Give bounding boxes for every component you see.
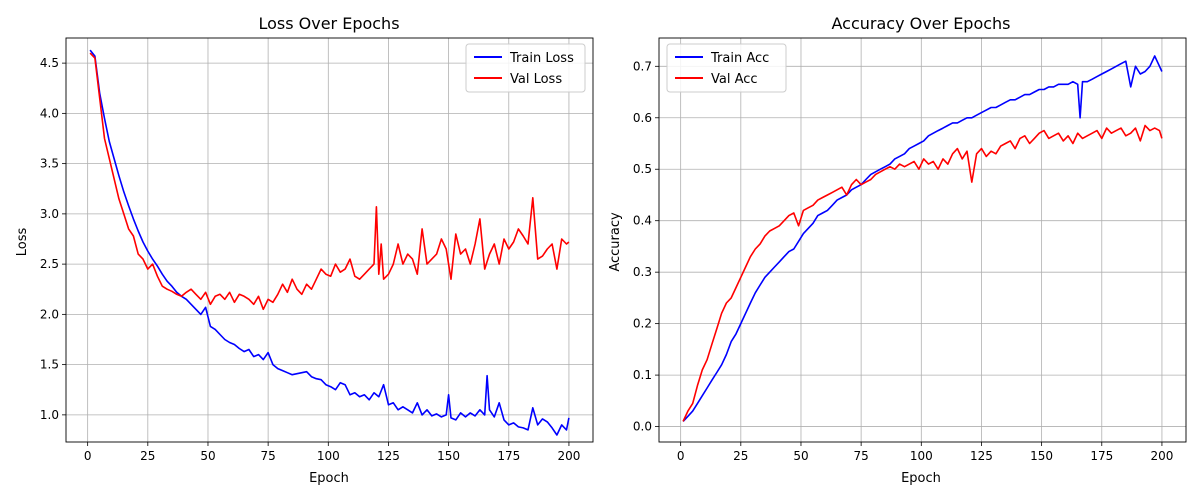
loss-chart-x-tick-label: 100: [317, 449, 340, 463]
loss-chart-y-tick-label: 1.5: [40, 358, 59, 372]
loss-chart-legend: Train Loss Val Loss: [466, 44, 585, 92]
loss-chart-y-tick-label: 3.0: [40, 207, 59, 221]
accuracy-chart-y-tick-label: 0.5: [633, 162, 652, 176]
accuracy-chart-x-tick-label: 0: [677, 449, 685, 463]
loss-chart-ylabel: Loss: [15, 228, 30, 257]
accuracy-chart-x-tick-label: 100: [910, 449, 933, 463]
accuracy-chart-y-tick-label: 0.1: [633, 368, 652, 382]
loss-chart-x-tick-label: 125: [377, 449, 400, 463]
accuracy-chart-xlabel: Epoch: [901, 471, 941, 486]
accuracy-chart-y-tick-label: 0.2: [633, 317, 652, 331]
loss-chart-y-tick-label: 2.5: [40, 257, 59, 271]
accuracy-chart-y-tick-label: 0.6: [633, 111, 652, 125]
loss-chart-y-tick-label: 3.5: [40, 157, 59, 171]
accuracy-chart-y-tick-label: 0.0: [633, 420, 652, 434]
accuracy-chart-y-tick-label: 0.7: [633, 59, 652, 73]
loss-chart-y-tick-label: 4.0: [40, 106, 59, 120]
loss-chart-x-tick-label: 25: [140, 449, 155, 463]
accuracy-chart: Accuracy Over Epochs Epoch Accuracy 0 25 5…: [608, 14, 1186, 486]
loss-chart: Loss Over Epochs Epoch Loss 0 25 50 75 100 12…: [15, 14, 593, 486]
accuracy-chart-x-tick-label: 125: [970, 449, 993, 463]
loss-chart-y-tick-label: 1.0: [40, 408, 59, 422]
accuracy-chart-legend: Train Acc Val Acc: [667, 44, 786, 92]
loss-chart-x-tick-label: 175: [497, 449, 520, 463]
loss-chart-y-tick-label: 4.5: [40, 56, 59, 70]
loss-chart-title: Loss Over Epochs: [258, 14, 399, 33]
loss-chart-x-tick-label: 0: [84, 449, 92, 463]
accuracy-chart-x-tick-label: 150: [1030, 449, 1053, 463]
loss-chart-legend-label: Val Loss: [510, 72, 562, 87]
accuracy-chart-x-tick-label: 25: [733, 449, 748, 463]
accuracy-chart-x-tick-label: 175: [1090, 449, 1113, 463]
accuracy-chart-y-tick-label: 0.3: [633, 265, 652, 279]
loss-chart-x-tick-label: 200: [557, 449, 580, 463]
loss-chart-xlabel: Epoch: [309, 471, 349, 486]
loss-chart-y-tick-label: 2.0: [40, 307, 59, 321]
accuracy-chart-ylabel: Accuracy: [608, 212, 623, 272]
loss-chart-legend-label: Train Loss: [509, 51, 574, 66]
loss-chart-x-tick-label: 75: [260, 449, 275, 463]
accuracy-chart-legend-label: Val Acc: [711, 72, 758, 87]
accuracy-chart-x-tick-label: 50: [793, 449, 808, 463]
accuracy-chart-x-tick-label: 75: [853, 449, 868, 463]
loss-chart-x-tick-label: 150: [437, 449, 460, 463]
accuracy-chart-legend-label: Train Acc: [710, 51, 769, 66]
loss-chart-x-tick-label: 50: [200, 449, 215, 463]
accuracy-chart-y-tick-label: 0.4: [633, 214, 652, 228]
accuracy-chart-x-tick-label: 200: [1150, 449, 1173, 463]
accuracy-chart-title: Accuracy Over Epochs: [831, 14, 1010, 33]
accuracy-chart-plot-area: [659, 38, 1186, 442]
